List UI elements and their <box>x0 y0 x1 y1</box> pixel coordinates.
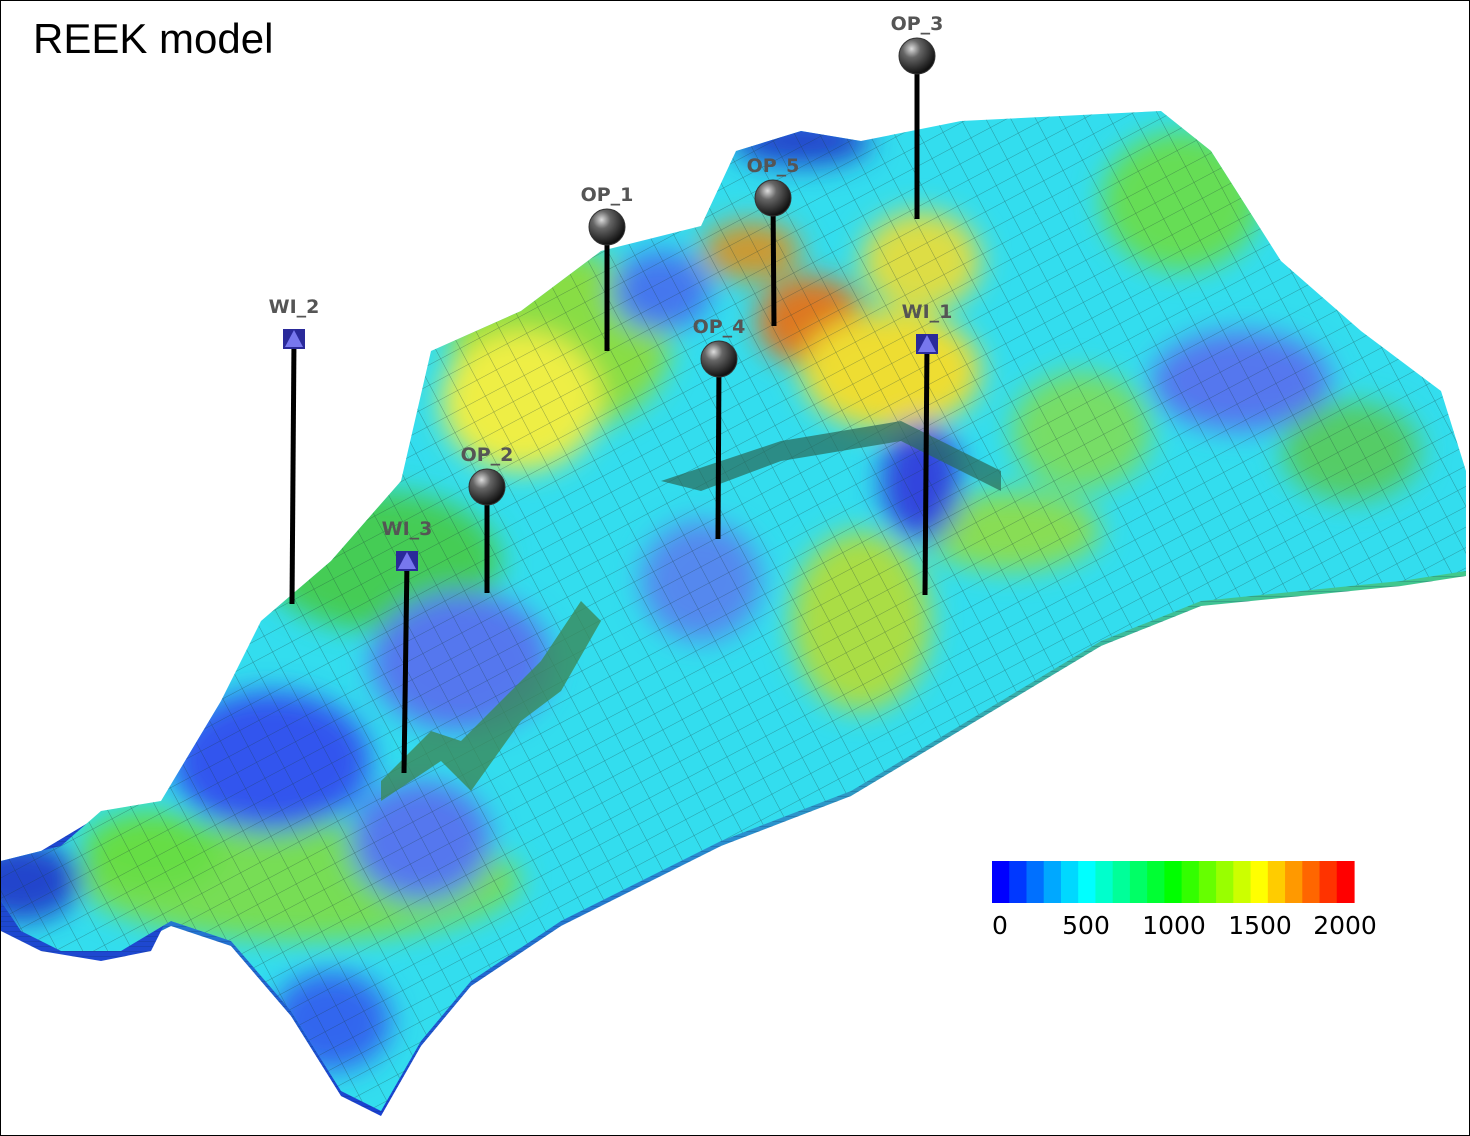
colorbar-cell <box>1129 861 1148 903</box>
colorbar-cell <box>1267 861 1286 903</box>
colorbar-cell <box>1078 861 1097 903</box>
producer-marker-op-4[interactable] <box>700 340 738 378</box>
well-path-op-5 <box>770 197 777 327</box>
well-label-op-3: OP_3 <box>891 13 944 35</box>
colorbar-cell <box>1302 861 1321 903</box>
well-label-op-2: OP_2 <box>461 444 514 466</box>
colorbar-cell <box>1147 861 1165 903</box>
colorbar-cell <box>992 861 1010 903</box>
colorbar-cell <box>1336 861 1355 903</box>
colorbar-tick-0: 0 <box>992 911 1008 940</box>
well-label-op-4: OP_4 <box>693 316 746 338</box>
colorbar-tick-2000: 2000 <box>1313 911 1377 940</box>
producer-marker-op-5[interactable] <box>754 179 792 217</box>
well-label-wi-1: WI_1 <box>902 301 953 323</box>
colorbar-cell <box>1181 861 1200 903</box>
colorbar-cell <box>1095 861 1114 903</box>
colorbar-cell <box>1216 861 1234 903</box>
well-path-wi-2 <box>289 338 297 605</box>
colorbar-cell <box>1112 861 1131 903</box>
well-label-wi-3: WI_3 <box>382 518 433 540</box>
colorbar-tick-1500: 1500 <box>1228 911 1292 940</box>
well-path-op-4 <box>715 358 722 540</box>
producer-marker-op-3[interactable] <box>898 37 936 75</box>
colorbar-cell <box>1233 861 1252 903</box>
well-path-wi-3 <box>401 560 410 774</box>
colorbar-cell <box>1250 861 1269 903</box>
colorbar-cell <box>1285 861 1303 903</box>
producer-marker-op-2[interactable] <box>468 468 506 506</box>
well-path-wi-1 <box>922 343 930 596</box>
colorbar-cell <box>1319 861 1338 903</box>
colorbar-tick-500: 500 <box>1062 911 1110 940</box>
well-label-op-1: OP_1 <box>581 184 634 206</box>
well-label-wi-2: WI_2 <box>269 296 320 318</box>
well-label-op-5: OP_5 <box>747 155 800 177</box>
colorbar-cell <box>1009 861 1028 903</box>
colorbar-tick-1000: 1000 <box>1142 911 1206 940</box>
injector-triangle-icon <box>398 552 416 569</box>
injector-triangle-icon <box>285 330 303 347</box>
colorbar-cell <box>1198 861 1217 903</box>
colorbar-cell <box>1164 861 1183 903</box>
producer-marker-op-1[interactable] <box>588 208 626 246</box>
wells: WI_1 WI_2 WI_3 OP_1 OP_2 OP_3 OP_4 OP_5 <box>269 13 953 774</box>
colorbar <box>992 861 1355 903</box>
model-title: REEK model <box>33 15 274 62</box>
colorbar-cell <box>1026 861 1045 903</box>
colorbar-cell <box>1043 861 1062 903</box>
colorbar-cell <box>1060 861 1079 903</box>
injector-triangle-icon <box>918 335 936 352</box>
